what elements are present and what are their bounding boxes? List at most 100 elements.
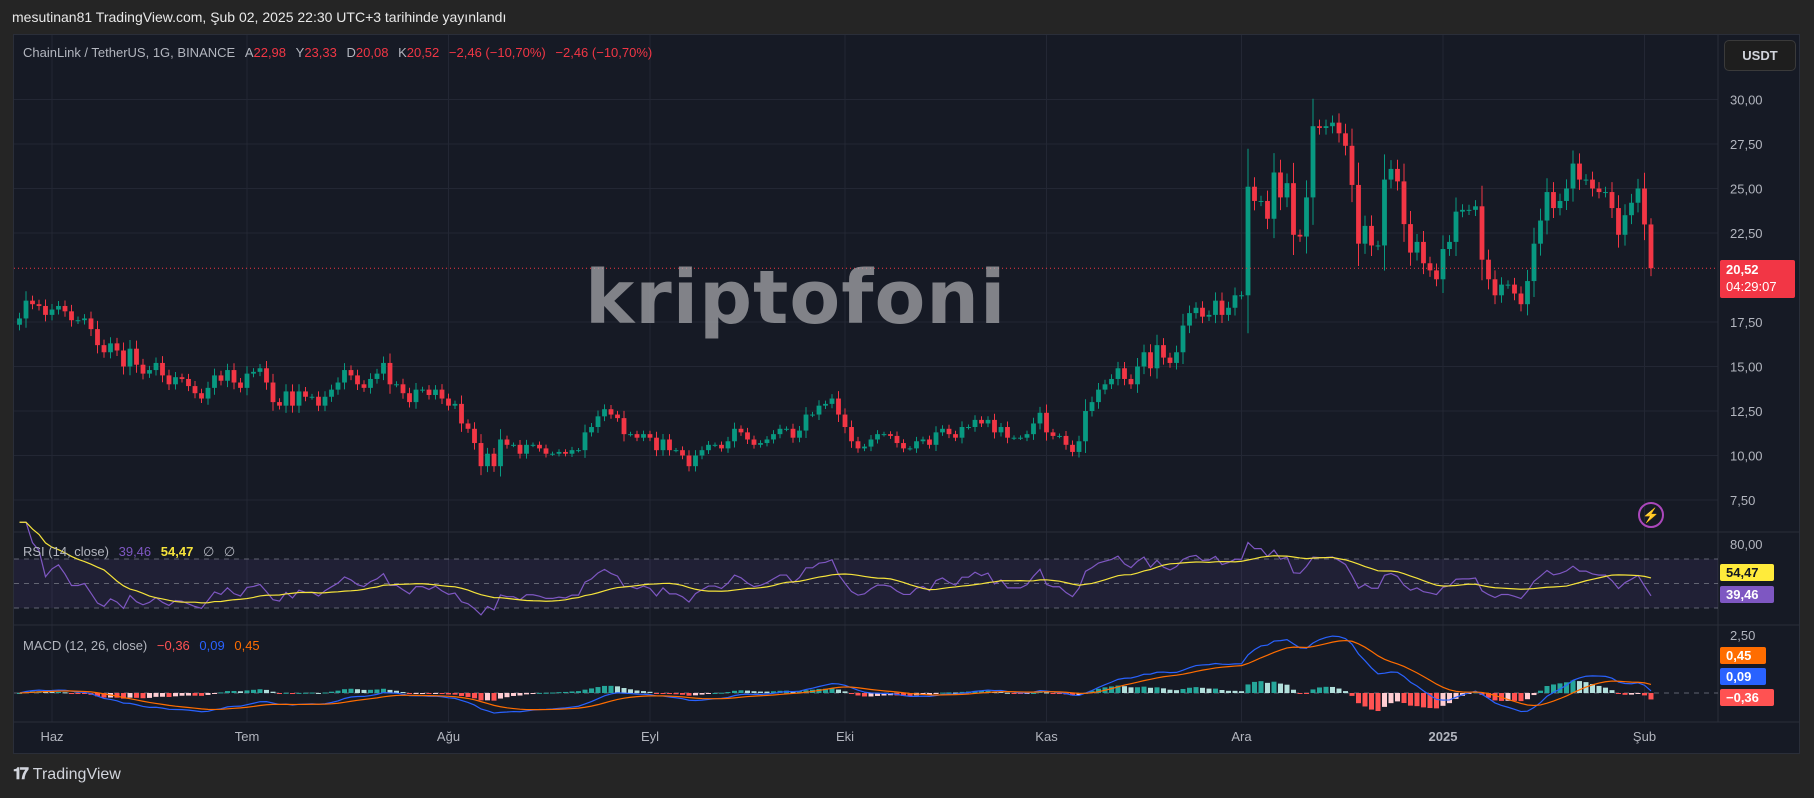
macd-histogram-bar <box>290 693 295 694</box>
candle-body <box>127 348 133 367</box>
macd-histogram-bar <box>1232 690 1238 693</box>
chart-frame[interactable] <box>13 34 1800 754</box>
candle-body <box>602 409 607 417</box>
candle-body <box>1434 270 1439 280</box>
candle-body <box>1395 168 1400 182</box>
macd-histogram-bar <box>1070 693 1075 696</box>
macd-histogram-bar <box>296 692 302 694</box>
macd-histogram-bar <box>49 692 55 694</box>
candle-body <box>524 444 529 454</box>
candle-body <box>1382 179 1387 246</box>
candle-body <box>1102 384 1108 390</box>
macd-histogram-bar <box>1557 683 1563 693</box>
candle-body <box>108 343 113 353</box>
candle-body <box>433 389 438 395</box>
macd-histogram-bar <box>1609 690 1615 693</box>
macd-histogram-bar <box>901 693 906 696</box>
macd-histogram-bar <box>1323 686 1329 693</box>
candle-body <box>777 428 783 435</box>
candle-body <box>933 432 939 445</box>
candle-body <box>283 391 289 406</box>
candle-body <box>186 378 191 387</box>
macd-histogram-bar <box>342 689 347 693</box>
macd-histogram-bar <box>251 689 256 693</box>
macd-histogram-bar <box>244 690 250 693</box>
macd-histogram-bar <box>1408 693 1413 706</box>
candle-body <box>329 389 334 397</box>
macd-histogram-bar <box>1382 693 1387 707</box>
candle-body <box>238 382 243 388</box>
candle-body <box>1076 441 1082 452</box>
macd-histogram-bar <box>1115 685 1121 693</box>
candle-body <box>1499 284 1504 296</box>
macd-histogram-bar <box>1161 688 1166 693</box>
macd-histogram-bar <box>400 691 406 693</box>
lightning-icon[interactable]: ⚡ <box>1638 502 1664 528</box>
macd-histogram-bar <box>868 693 874 697</box>
macd-histogram-bar <box>121 693 126 699</box>
candle-body <box>589 427 594 433</box>
macd-histogram-bar <box>1531 693 1537 696</box>
macd-histogram-bar <box>1057 693 1062 694</box>
currency-button[interactable]: USDT <box>1724 40 1796 71</box>
candle-body <box>1050 432 1056 436</box>
macd-histogram-bar <box>485 693 490 701</box>
macd-histogram-bar <box>394 690 399 693</box>
macd-histogram-bar <box>1018 693 1023 694</box>
candle-body <box>738 428 744 433</box>
publish-info: mesutinan81 TradingView.com, Şub 02, 202… <box>12 9 507 25</box>
candle-body <box>1239 295 1244 297</box>
macd-histogram-bar <box>654 693 659 694</box>
macd-histogram-bar <box>1011 693 1017 694</box>
macd-histogram-bar <box>446 693 451 695</box>
candle-body <box>1180 325 1186 353</box>
candle-body <box>43 305 48 315</box>
candle-body <box>1174 352 1179 363</box>
macd-histogram-bar <box>420 693 425 694</box>
candle-body <box>1369 225 1374 246</box>
candle-body <box>914 441 919 449</box>
macd-title[interactable]: MACD (12, 26, close) <box>23 638 148 653</box>
candle-body <box>140 364 146 374</box>
macd-histogram-bar <box>1265 682 1270 693</box>
macd-histogram-bar <box>1362 693 1368 707</box>
macd-histogram-bar <box>706 693 711 694</box>
candle-body <box>946 428 952 435</box>
macd-histogram-bar <box>127 693 133 698</box>
candle-body <box>1336 122 1342 134</box>
macd-histogram-bar <box>303 692 308 694</box>
rsi-ma-tag: 54,47 <box>1720 564 1774 581</box>
candle-body <box>348 370 354 376</box>
candle-body <box>628 434 633 436</box>
price-tick-label: 12,50 <box>1730 404 1763 419</box>
candle-body <box>147 370 152 374</box>
macd-histogram-bar <box>686 693 692 696</box>
candle-body <box>1460 209 1465 212</box>
macd-histogram-bar <box>134 693 139 698</box>
candle-body <box>1356 184 1361 244</box>
candle-body <box>1037 412 1043 424</box>
candle-body <box>1375 245 1381 247</box>
macd-histogram-bar <box>309 692 315 694</box>
symbol-title[interactable]: ChainLink / TetherUS, 1G, BINANCE <box>23 45 236 60</box>
candle-body <box>920 439 926 442</box>
macd-histogram-bar <box>173 693 178 697</box>
candle-body <box>1193 307 1199 314</box>
macd-histogram-bar <box>69 693 74 694</box>
candle-body <box>1310 126 1316 198</box>
tradingview-logo[interactable]: 𝟏𝟕 TradingView <box>13 766 121 783</box>
time-tick-label: 2025 <box>1429 729 1458 744</box>
rsi-title[interactable]: RSI (14, close) <box>23 544 109 559</box>
candle-body <box>1362 225 1368 244</box>
candle-body <box>264 368 269 383</box>
macd-histogram-bar <box>140 693 146 699</box>
candle-body <box>1252 186 1257 201</box>
macd-histogram-bar <box>381 688 386 693</box>
price-tick-label: 15,00 <box>1730 360 1763 375</box>
candle-body <box>563 451 568 454</box>
rsi-ma-line <box>19 521 1652 604</box>
macd-histogram-bar <box>979 690 984 693</box>
macd-histogram-bar <box>82 693 87 694</box>
macd-histogram-bar <box>693 693 698 696</box>
